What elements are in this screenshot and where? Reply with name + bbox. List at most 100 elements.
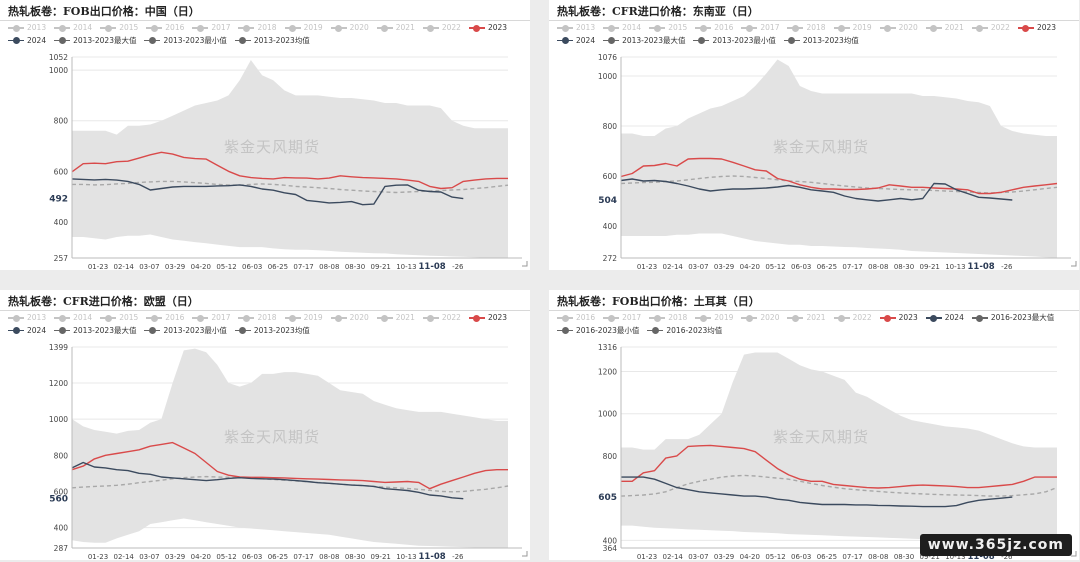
legend-item[interactable]: 2019 — [833, 22, 872, 33]
legend-item[interactable]: 2024 — [557, 35, 595, 46]
legend-marker-icon — [557, 36, 573, 44]
chart-legend[interactable]: 2013 2014 2015 2016 2017 2018 2019 2020 2021 2022… — [557, 22, 1071, 47]
x-tick-label: 07-17 — [293, 263, 313, 270]
series-line-s2023 — [71, 151, 508, 190]
chart-legend[interactable]: 2013 2014 2015 2016 2017 2018 2019 2020 2021 2022… — [8, 22, 522, 47]
legend-item[interactable]: 2019 — [284, 312, 323, 323]
legend-item[interactable]: 2016-2023最小值 — [557, 325, 639, 336]
x-tick-label: 06-25 — [268, 553, 288, 560]
legend-item[interactable]: 2016-2023最大值 — [971, 312, 1054, 323]
legend-item[interactable]: 2016 — [146, 22, 184, 33]
legend-item[interactable]: 2019 — [284, 22, 323, 33]
legend-label: 2018 — [806, 23, 826, 32]
legend-item[interactable]: 2013 — [557, 22, 595, 33]
legend-label: 2019 — [303, 23, 323, 32]
legend-item[interactable]: 2020 — [330, 22, 369, 33]
legend-item[interactable]: 2014 — [54, 312, 92, 323]
legend-item[interactable]: 2023 — [1017, 22, 1056, 33]
x-tick-label: 08-30 — [894, 553, 914, 560]
legend-item[interactable]: 2017 — [741, 22, 779, 33]
chart-plot[interactable]: 272 400 504 600 800 1000 1076 01-23 02-14 03-07 03… — [549, 0, 1079, 270]
legend-label: 2016 — [576, 313, 596, 322]
legend-item[interactable]: 2013-2023均值 — [234, 35, 310, 46]
legend-item[interactable]: 2023 — [879, 312, 918, 323]
legend-item[interactable]: 2016 — [695, 22, 733, 33]
x-tick-label: 03-07 — [139, 553, 159, 560]
x-tick-label: 03-07 — [688, 263, 708, 270]
legend-item[interactable]: 2020 — [330, 312, 369, 323]
legend-item[interactable]: 2013-2023最大值 — [54, 35, 136, 46]
legend-label: 2013-2023最大值 — [73, 325, 137, 335]
legend-item[interactable]: 2020 — [741, 312, 779, 323]
legend-item[interactable]: 2013-2023最小值 — [144, 35, 227, 46]
legend-item[interactable]: 2013-2023最小值 — [693, 35, 776, 46]
title-divider — [549, 310, 1079, 311]
legend-item[interactable]: 2013-2023均值 — [234, 325, 310, 336]
legend-item[interactable]: 2023 — [468, 22, 507, 33]
legend-item[interactable]: 2013-2023最大值 — [603, 35, 685, 46]
series-band-max-min — [72, 348, 508, 548]
y-tick-label: 1000 — [49, 415, 68, 424]
y-tick-label: 287 — [54, 544, 69, 553]
x-tick-label: 09-21 — [371, 263, 391, 270]
legend-marker-icon — [234, 326, 251, 334]
legend-item[interactable]: 2013-2023均值 — [783, 35, 859, 46]
legend-marker-icon — [238, 314, 255, 322]
y-tick-highlight: 560 — [49, 495, 68, 505]
legend-item[interactable]: 2016 — [557, 312, 595, 323]
legend-item[interactable]: 2014 — [603, 22, 641, 33]
legend-item[interactable]: 2014 — [54, 22, 92, 33]
legend-item[interactable]: 2022 — [422, 312, 461, 323]
legend-item[interactable]: 2018 — [649, 312, 687, 323]
legend-marker-icon — [557, 24, 573, 32]
legend-item[interactable]: 2013 — [8, 22, 46, 33]
legend-marker-icon — [879, 314, 896, 322]
legend-item[interactable]: 2021 — [787, 312, 826, 323]
legend-marker-icon — [971, 24, 988, 32]
legend-item[interactable]: 2022 — [833, 312, 872, 323]
legend-item[interactable]: 2018 — [238, 22, 277, 33]
legend-label: 2016 — [165, 313, 185, 322]
x-tick-label: 06-03 — [242, 263, 262, 270]
legend-marker-icon — [144, 326, 161, 334]
x-tick-label: 08-30 — [345, 553, 365, 560]
legend-item[interactable]: 2024 — [925, 312, 964, 323]
legend-item[interactable]: 2017 — [192, 22, 230, 33]
legend-item[interactable]: 2022 — [971, 22, 1010, 33]
legend-label: 2013-2023最小值 — [712, 35, 776, 45]
legend-item[interactable]: 2016-2023均值 — [647, 325, 722, 336]
legend-item[interactable]: 2013 — [8, 312, 46, 323]
legend-item[interactable]: 2024 — [8, 35, 46, 46]
legend-item[interactable]: 2021 — [376, 312, 415, 323]
series-line-s2023 — [621, 444, 1057, 489]
legend-item[interactable]: 2019 — [695, 312, 733, 323]
legend-label: 2019 — [714, 313, 734, 322]
legend-item[interactable]: 2017 — [603, 312, 641, 323]
legend-item[interactable]: 2021 — [925, 22, 964, 33]
legend-item[interactable]: 2018 — [238, 312, 277, 323]
title-divider — [549, 20, 1079, 21]
legend-item[interactable]: 2016 — [146, 312, 184, 323]
legend-marker-icon — [8, 326, 24, 334]
legend-item[interactable]: 2021 — [376, 22, 415, 33]
legend-item[interactable]: 2015 — [100, 312, 138, 323]
chart-legend[interactable]: 2013 2014 2015 2016 2017 2018 2019 2020 2021 2022… — [8, 312, 522, 337]
y-tick-label: 1000 — [49, 66, 68, 75]
legend-item[interactable]: 2013-2023最小值 — [144, 325, 227, 336]
legend-item[interactable]: 2015 — [649, 22, 687, 33]
legend-item[interactable]: 2017 — [192, 312, 230, 323]
legend-item[interactable]: 2015 — [100, 22, 138, 33]
legend-item[interactable]: 2018 — [787, 22, 826, 33]
legend-item[interactable]: 2013-2023最大值 — [54, 325, 136, 336]
legend-item[interactable]: 2024 — [8, 325, 46, 336]
legend-item[interactable]: 2023 — [468, 312, 507, 323]
chart-plot[interactable]: 257 400 492 600 800 1000 1052 01-23 02-14 03-07 03… — [0, 0, 530, 270]
site-watermark: www.365jz.com — [919, 534, 1072, 556]
legend-item[interactable]: 2020 — [879, 22, 918, 33]
legend-label: 2019 — [852, 23, 872, 32]
x-tick-label: 03-29 — [714, 553, 734, 560]
legend-item[interactable]: 2022 — [422, 22, 461, 33]
chart-legend[interactable]: 2016 2017 2018 2019 2020 2021 2022 2023 2024 2016… — [557, 312, 1071, 337]
